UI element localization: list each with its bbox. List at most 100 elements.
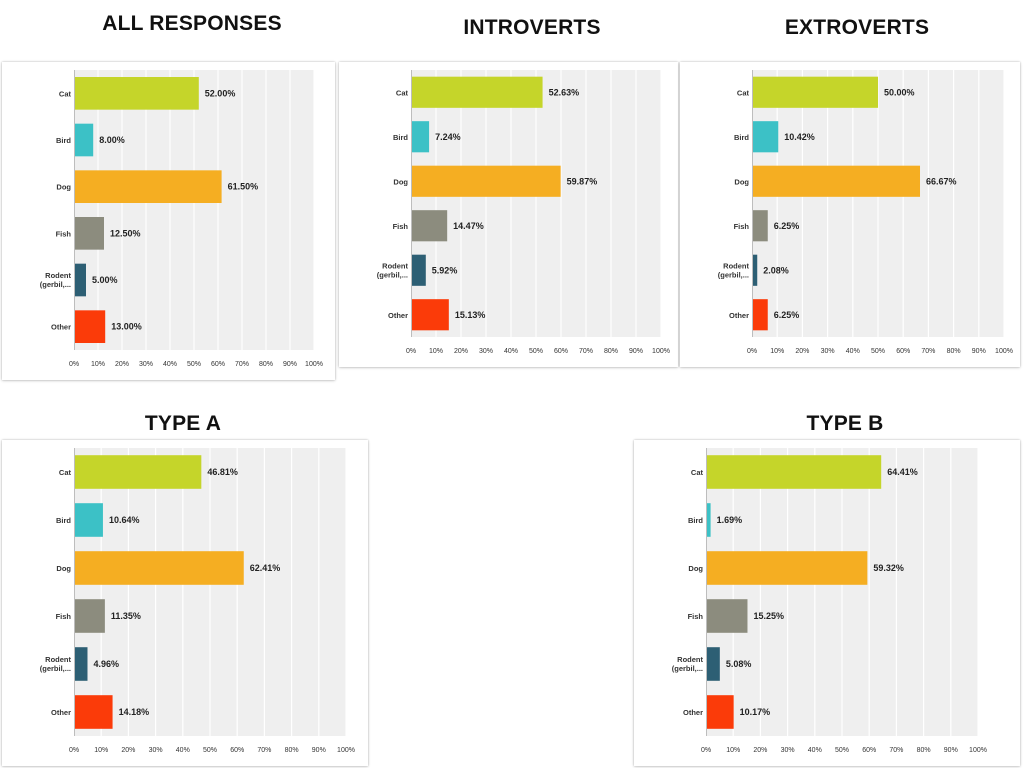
category-label-other: Other <box>51 708 71 717</box>
bar-bird[interactable] <box>75 123 94 157</box>
chart-svg: 0% 10% 20% 30% 40% 50% 60% 70% 80% 90% 100% 50.00% C… <box>718 70 1013 355</box>
x-tick-label: 30% <box>139 361 153 368</box>
bar-rodent[interactable] <box>75 647 88 681</box>
x-tick-label: 0% <box>69 747 79 754</box>
bar-dog[interactable] <box>707 551 868 585</box>
x-tick-label: 80% <box>604 348 618 355</box>
bar-fish[interactable] <box>412 210 448 242</box>
bar-fish[interactable] <box>753 210 768 242</box>
category-label-rodent: Rodent (gerbil,... <box>718 261 750 279</box>
bar-rodent[interactable] <box>753 254 758 286</box>
x-tick-label: 100% <box>305 361 323 368</box>
x-tick-label: 10% <box>429 348 443 355</box>
value-label-fish: 6.25% <box>774 221 800 231</box>
value-label-fish: 14.47% <box>453 221 484 231</box>
value-label-dog: 59.32% <box>873 563 904 573</box>
bar-fish[interactable] <box>75 599 105 633</box>
bar-rodent[interactable] <box>75 263 86 297</box>
x-tick-label: 0% <box>747 348 757 355</box>
value-label-bird: 7.24% <box>435 132 461 142</box>
chart-card-type-b: 0% 10% 20% 30% 40% 50% 60% 70% 80% 90% 100% 64.41% C… <box>634 440 1020 766</box>
chart-card-type-a: 0% 10% 20% 30% 40% 50% 60% 70% 80% 90% 100% 46.81% C… <box>2 440 368 766</box>
category-label-bird: Bird <box>688 516 703 525</box>
bar-bird[interactable] <box>707 503 711 537</box>
bar-other[interactable] <box>75 695 113 729</box>
x-tick-label: 80% <box>259 361 273 368</box>
category-label-rodent: Rodent (gerbil,... <box>40 655 72 673</box>
x-tick-label: 80% <box>917 747 931 754</box>
chart-svg: 0% 10% 20% 30% 40% 50% 60% 70% 80% 90% 100% 64.41% C… <box>672 448 987 754</box>
value-label-cat: 46.81% <box>207 467 238 477</box>
x-tick-label: 70% <box>921 348 935 355</box>
category-label-fish: Fish <box>56 612 72 621</box>
value-label-bird: 1.69% <box>717 515 743 525</box>
x-tick-label: 90% <box>629 348 643 355</box>
x-tick-label: 20% <box>115 361 129 368</box>
x-tick-label: 20% <box>753 747 767 754</box>
value-label-bird: 10.64% <box>109 515 140 525</box>
bar-dog[interactable] <box>753 165 921 197</box>
bar-other[interactable] <box>75 310 106 343</box>
heading-all-responses: ALL RESPONSES <box>102 12 282 35</box>
x-tick-label: 90% <box>972 348 986 355</box>
category-label-fish: Fish <box>56 229 72 238</box>
bar-cat[interactable] <box>412 76 543 108</box>
bar-cat[interactable] <box>75 77 199 110</box>
x-tick-label: 20% <box>795 348 809 355</box>
category-label-dog: Dog <box>688 564 703 573</box>
x-tick-label: 40% <box>176 747 190 754</box>
bar-bird[interactable] <box>753 121 779 153</box>
x-tick-label: 10% <box>726 747 740 754</box>
value-label-other: 13.00% <box>111 322 142 332</box>
x-tick-label: 40% <box>504 348 518 355</box>
bar-other[interactable] <box>707 695 734 729</box>
bar-fish[interactable] <box>75 217 104 250</box>
bar-fish[interactable] <box>707 599 748 633</box>
category-label-bird: Bird <box>56 136 71 145</box>
x-tick-label: 70% <box>235 361 249 368</box>
bar-rodent[interactable] <box>707 647 720 681</box>
x-tick-label: 40% <box>163 361 177 368</box>
bar-bird[interactable] <box>412 121 430 153</box>
value-label-bird: 10.42% <box>784 132 815 142</box>
value-label-rodent: 4.96% <box>93 659 119 669</box>
bar-dog[interactable] <box>75 170 222 203</box>
x-tick-label: 80% <box>947 348 961 355</box>
bar-dog[interactable] <box>412 165 561 197</box>
chart-card-introverts: 0% 10% 20% 30% 40% 50% 60% 70% 80% 90% 100% 52.63% C… <box>339 62 678 367</box>
value-label-cat: 50.00% <box>884 87 915 97</box>
bar-other[interactable] <box>412 299 449 331</box>
bar-bird[interactable] <box>75 503 103 537</box>
value-label-rodent: 5.00% <box>92 275 118 285</box>
value-label-other: 14.18% <box>119 707 150 717</box>
x-tick-label: 60% <box>862 747 876 754</box>
x-tick-label: 80% <box>285 747 299 754</box>
value-label-bird: 8.00% <box>99 135 125 145</box>
x-tick-label: 50% <box>529 348 543 355</box>
value-label-fish: 12.50% <box>110 228 141 238</box>
bar-cat[interactable] <box>707 455 882 489</box>
value-label-dog: 62.41% <box>250 563 281 573</box>
category-label-cat: Cat <box>59 89 72 98</box>
chart-card-all-responses: 0% 10% 20% 30% 40% 50% 60% 70% 80% 90% 100% 52.00% C… <box>2 62 335 380</box>
x-tick-label: 20% <box>121 747 135 754</box>
x-tick-label: 90% <box>944 747 958 754</box>
category-label-other: Other <box>51 323 71 332</box>
chart-svg: 0% 10% 20% 30% 40% 50% 60% 70% 80% 90% 100% 52.00% C… <box>40 70 323 368</box>
value-label-dog: 59.87% <box>567 176 598 186</box>
category-label-rodent: Rodent (gerbil,... <box>40 271 72 289</box>
x-tick-label: 50% <box>187 361 201 368</box>
x-tick-label: 30% <box>821 348 835 355</box>
bar-cat[interactable] <box>753 76 878 108</box>
bar-rodent[interactable] <box>412 254 426 286</box>
bar-dog[interactable] <box>75 551 244 585</box>
x-tick-label: 10% <box>770 348 784 355</box>
bar-other[interactable] <box>753 299 768 331</box>
value-label-rodent: 5.08% <box>726 659 752 669</box>
bar-cat[interactable] <box>75 455 202 489</box>
x-tick-label: 90% <box>283 361 297 368</box>
x-tick-label: 90% <box>312 747 326 754</box>
x-tick-label: 70% <box>889 747 903 754</box>
x-tick-label: 60% <box>211 361 225 368</box>
category-label-bird: Bird <box>393 133 408 142</box>
